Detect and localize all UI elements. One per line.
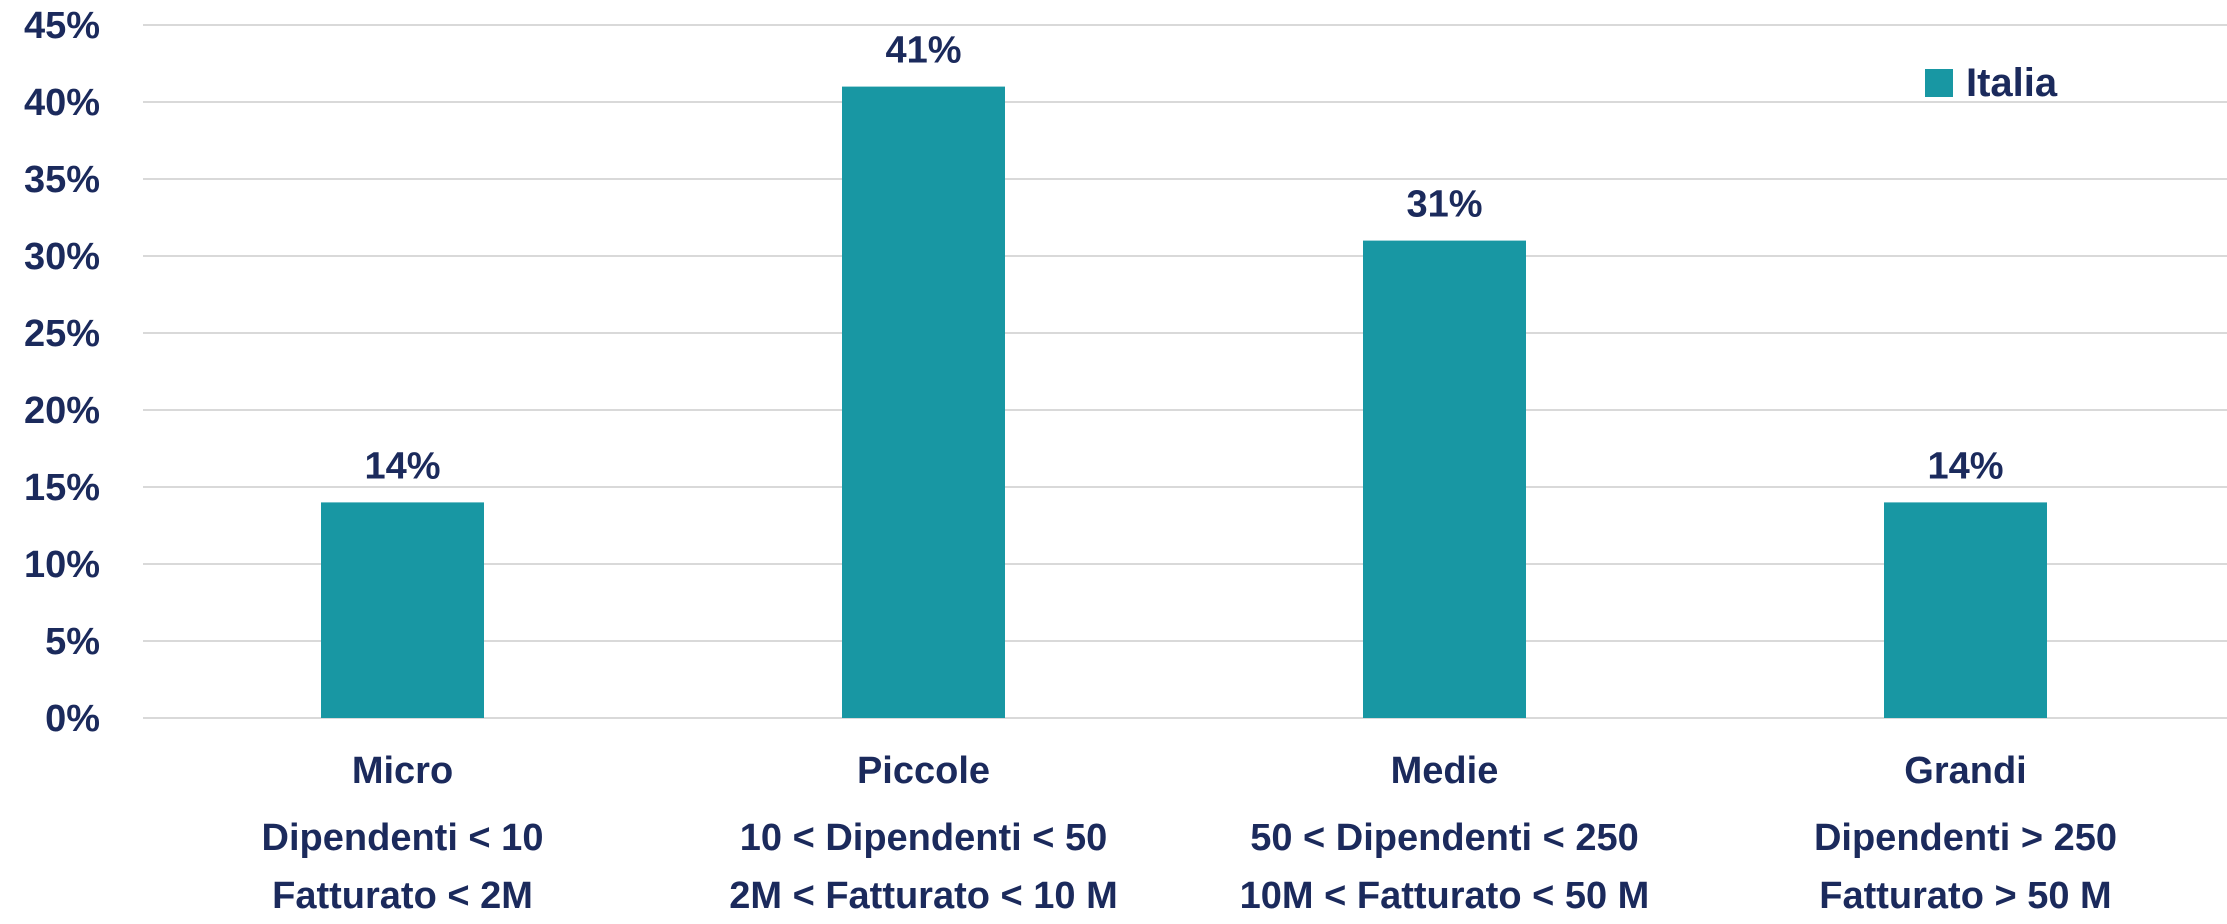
data-label: 14%	[364, 445, 440, 487]
category-sublabel: Fatturato < 2M	[272, 875, 533, 917]
legend-swatch-italia	[1925, 69, 1953, 97]
bar	[1363, 240, 1526, 718]
category-label: Micro	[352, 750, 453, 792]
legend: Italia	[1925, 61, 2058, 105]
bar	[1884, 502, 2047, 718]
category-label: Medie	[1391, 750, 1499, 792]
y-tick-label: 0%	[45, 698, 100, 740]
y-tick-label: 35%	[24, 159, 100, 201]
bar	[842, 86, 1005, 719]
y-tick-label: 30%	[24, 236, 100, 278]
x-axis-category-labels: Micro Dipendenti < 10 Fatturato < 2M Piccol…	[262, 750, 2117, 917]
y-tick-label: 20%	[24, 390, 100, 432]
data-label: 41%	[885, 30, 961, 72]
category-sublabel: 10M < Fatturato < 50 M	[1240, 875, 1650, 917]
legend-label-italia: Italia	[1966, 61, 2058, 105]
category-label: Grandi	[1904, 750, 2026, 792]
gridlines	[143, 24, 2227, 719]
bar	[321, 502, 484, 718]
data-label: 31%	[1406, 184, 1482, 226]
y-axis-tick-labels: 0% 5% 10% 15% 20% 25% 30% 35% 40% 45%	[24, 5, 100, 740]
category-sublabel: Dipendenti > 250	[1814, 817, 2117, 859]
y-tick-label: 40%	[24, 82, 100, 124]
y-tick-label: 45%	[24, 5, 100, 47]
bars	[321, 86, 2047, 719]
category-sublabel: 2M < Fatturato < 10 M	[729, 875, 1118, 917]
data-labels: 14% 41% 31% 14%	[364, 30, 2003, 488]
category-sublabel: 10 < Dipendenti < 50	[740, 817, 1107, 859]
data-label: 14%	[1927, 445, 2003, 487]
y-tick-label: 25%	[24, 313, 100, 355]
category-sublabel: Dipendenti < 10	[262, 817, 544, 859]
y-tick-label: 10%	[24, 544, 100, 586]
y-tick-label: 5%	[45, 621, 100, 663]
y-tick-label: 15%	[24, 467, 100, 509]
category-label: Piccole	[857, 750, 990, 792]
category-sublabel: 50 < Dipendenti < 250	[1250, 817, 1639, 859]
category-sublabel: Fatturato > 50 M	[1819, 875, 2111, 917]
